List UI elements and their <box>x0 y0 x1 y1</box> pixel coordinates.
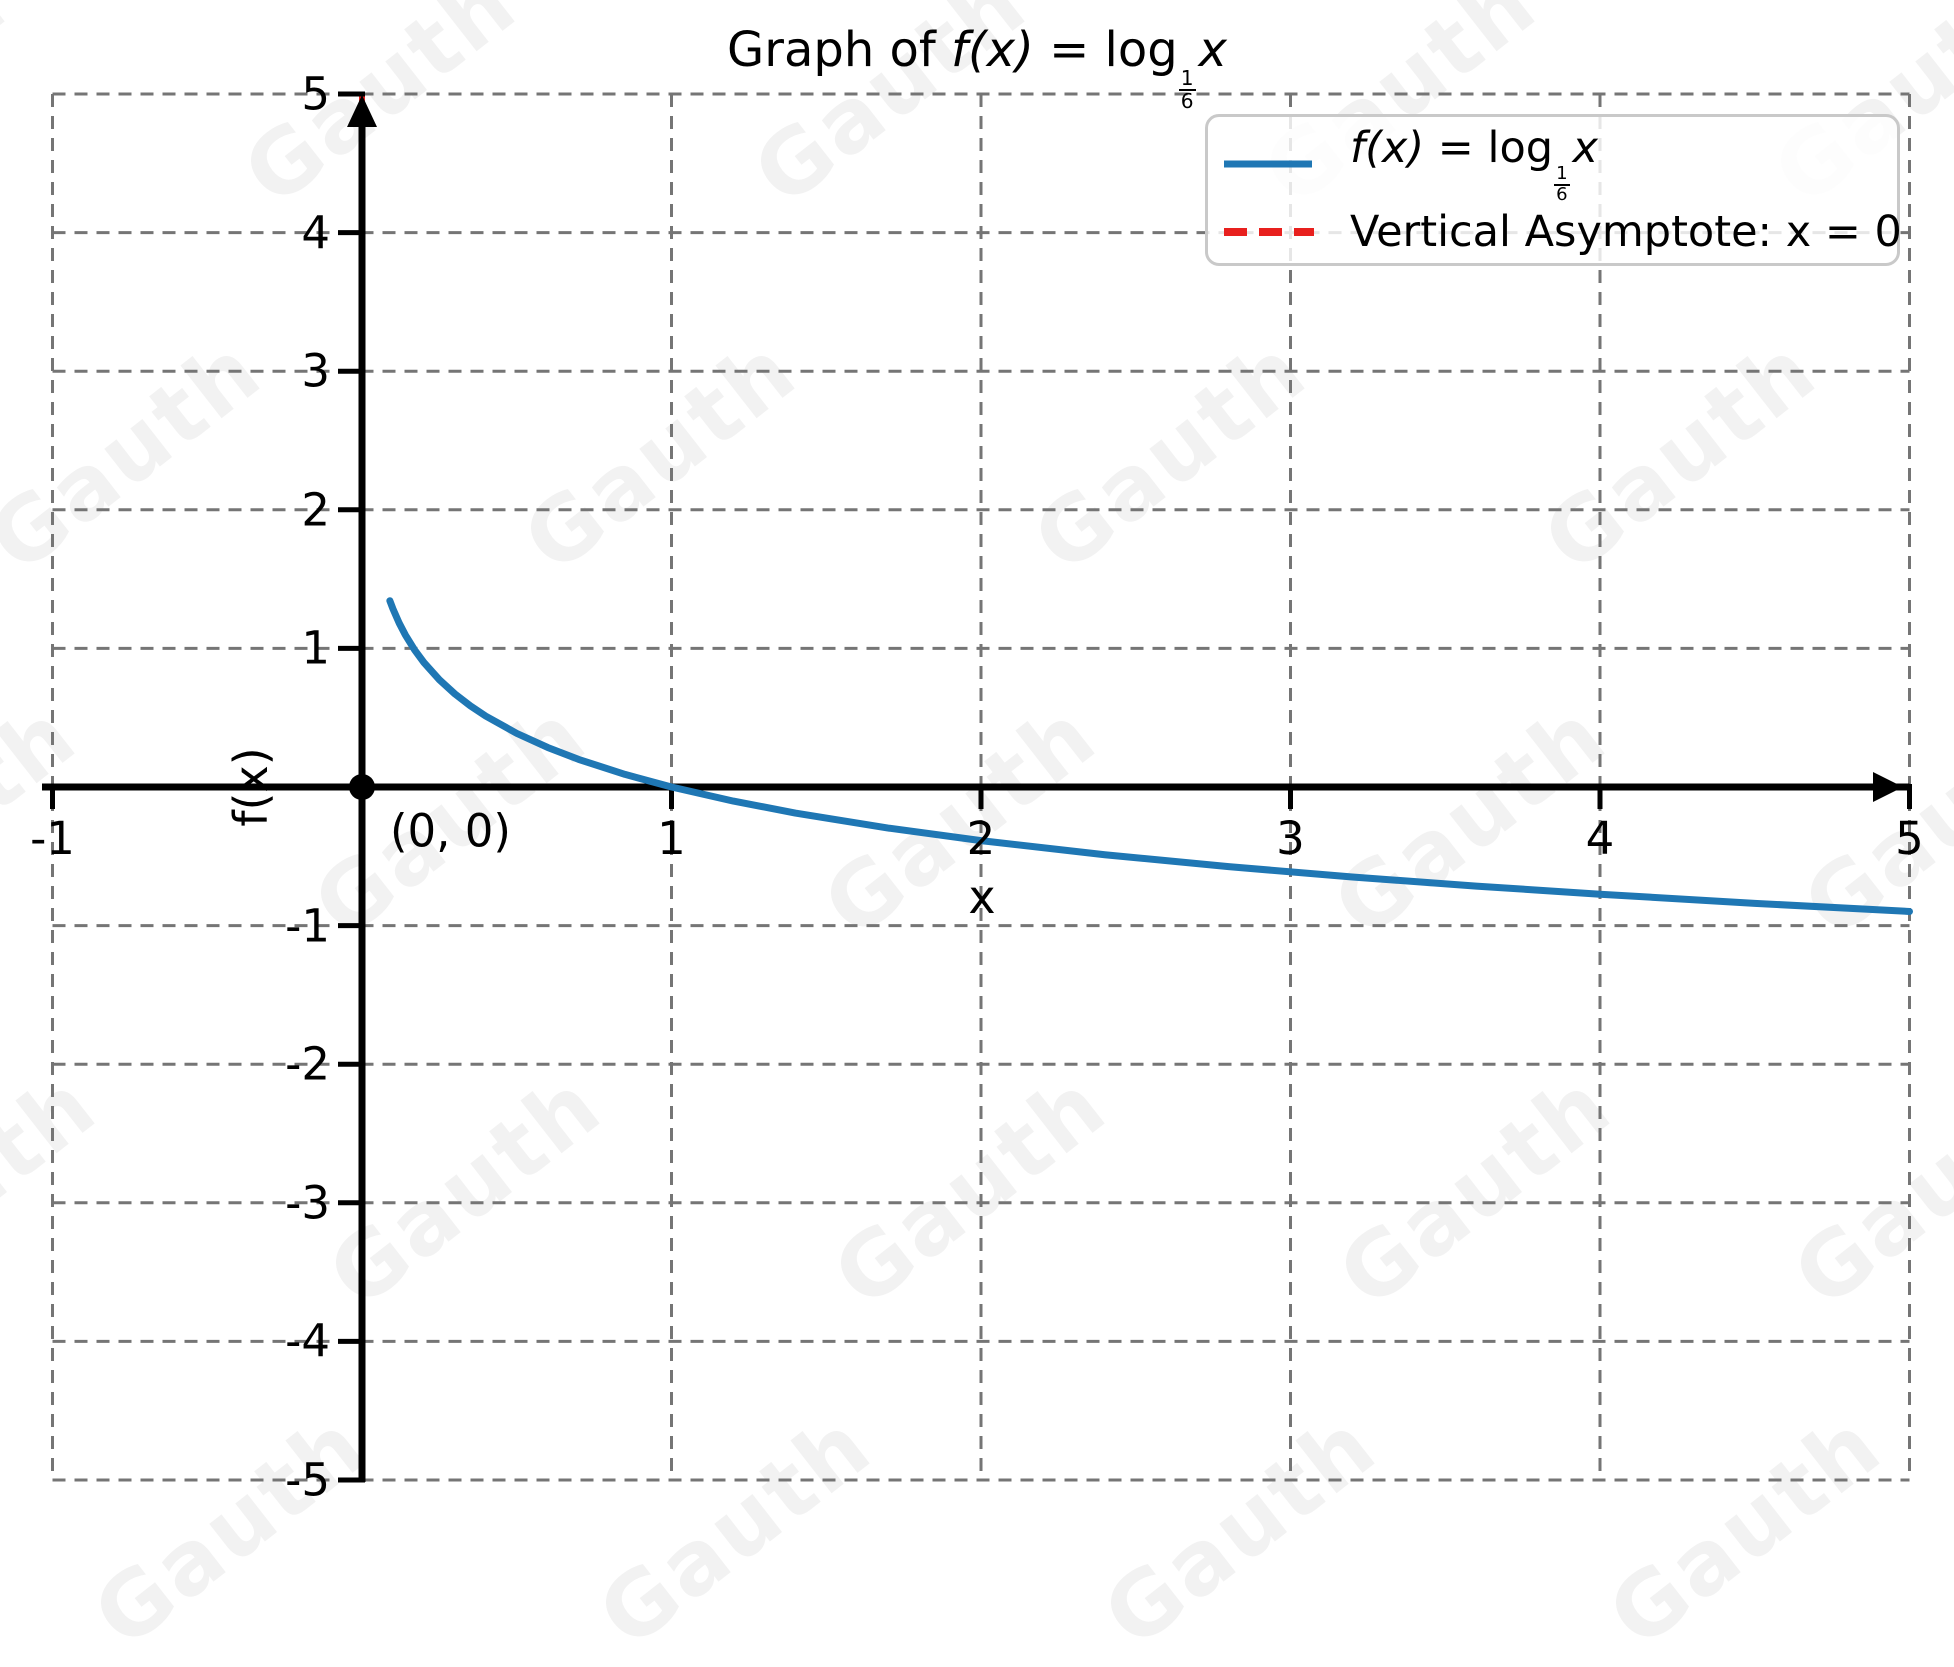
y-axis-arrowhead <box>347 95 377 127</box>
legend-entry-asymptote: Vertical Asymptote: x = 0 <box>1222 207 1902 257</box>
legend-dashed-line-icon <box>1224 228 1314 236</box>
legend-curve-line-icon <box>1224 160 1312 168</box>
plot-area <box>42 91 1913 1483</box>
origin-point <box>349 774 375 800</box>
legend-entry-curve: f(x) = log 1 6 x <box>1222 123 1887 205</box>
curve-log-base-one-sixth <box>386 597 1913 915</box>
x-axis-arrowhead <box>1873 772 1903 802</box>
legend: f(x) = log 1 6 x Vertical Asymptote: x = 0 <box>1205 114 1902 266</box>
legend-entry-curve-label: f(x) = log 1 6 x <box>1350 122 1598 206</box>
legend-entry-asymptote-label: Vertical Asymptote: x = 0 <box>1350 207 1902 257</box>
